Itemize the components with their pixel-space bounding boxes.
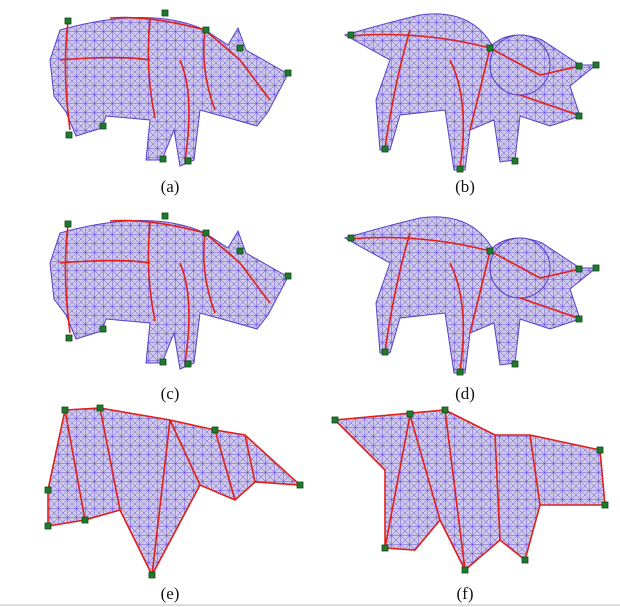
caption: (e) [161, 584, 180, 603]
rhino-mesh [49, 212, 292, 370]
triceratops-mesh [344, 13, 600, 173]
rhino-mesh [49, 9, 292, 167]
caption: (d) [455, 384, 475, 403]
caption: (c) [161, 384, 180, 403]
triceratops-mesh [344, 216, 600, 376]
caption: (a) [161, 177, 180, 196]
caption: (b) [455, 177, 475, 196]
flattened-rhino [44, 404, 304, 579]
caption: (f) [457, 584, 474, 603]
flattened-triceratops [331, 406, 609, 574]
